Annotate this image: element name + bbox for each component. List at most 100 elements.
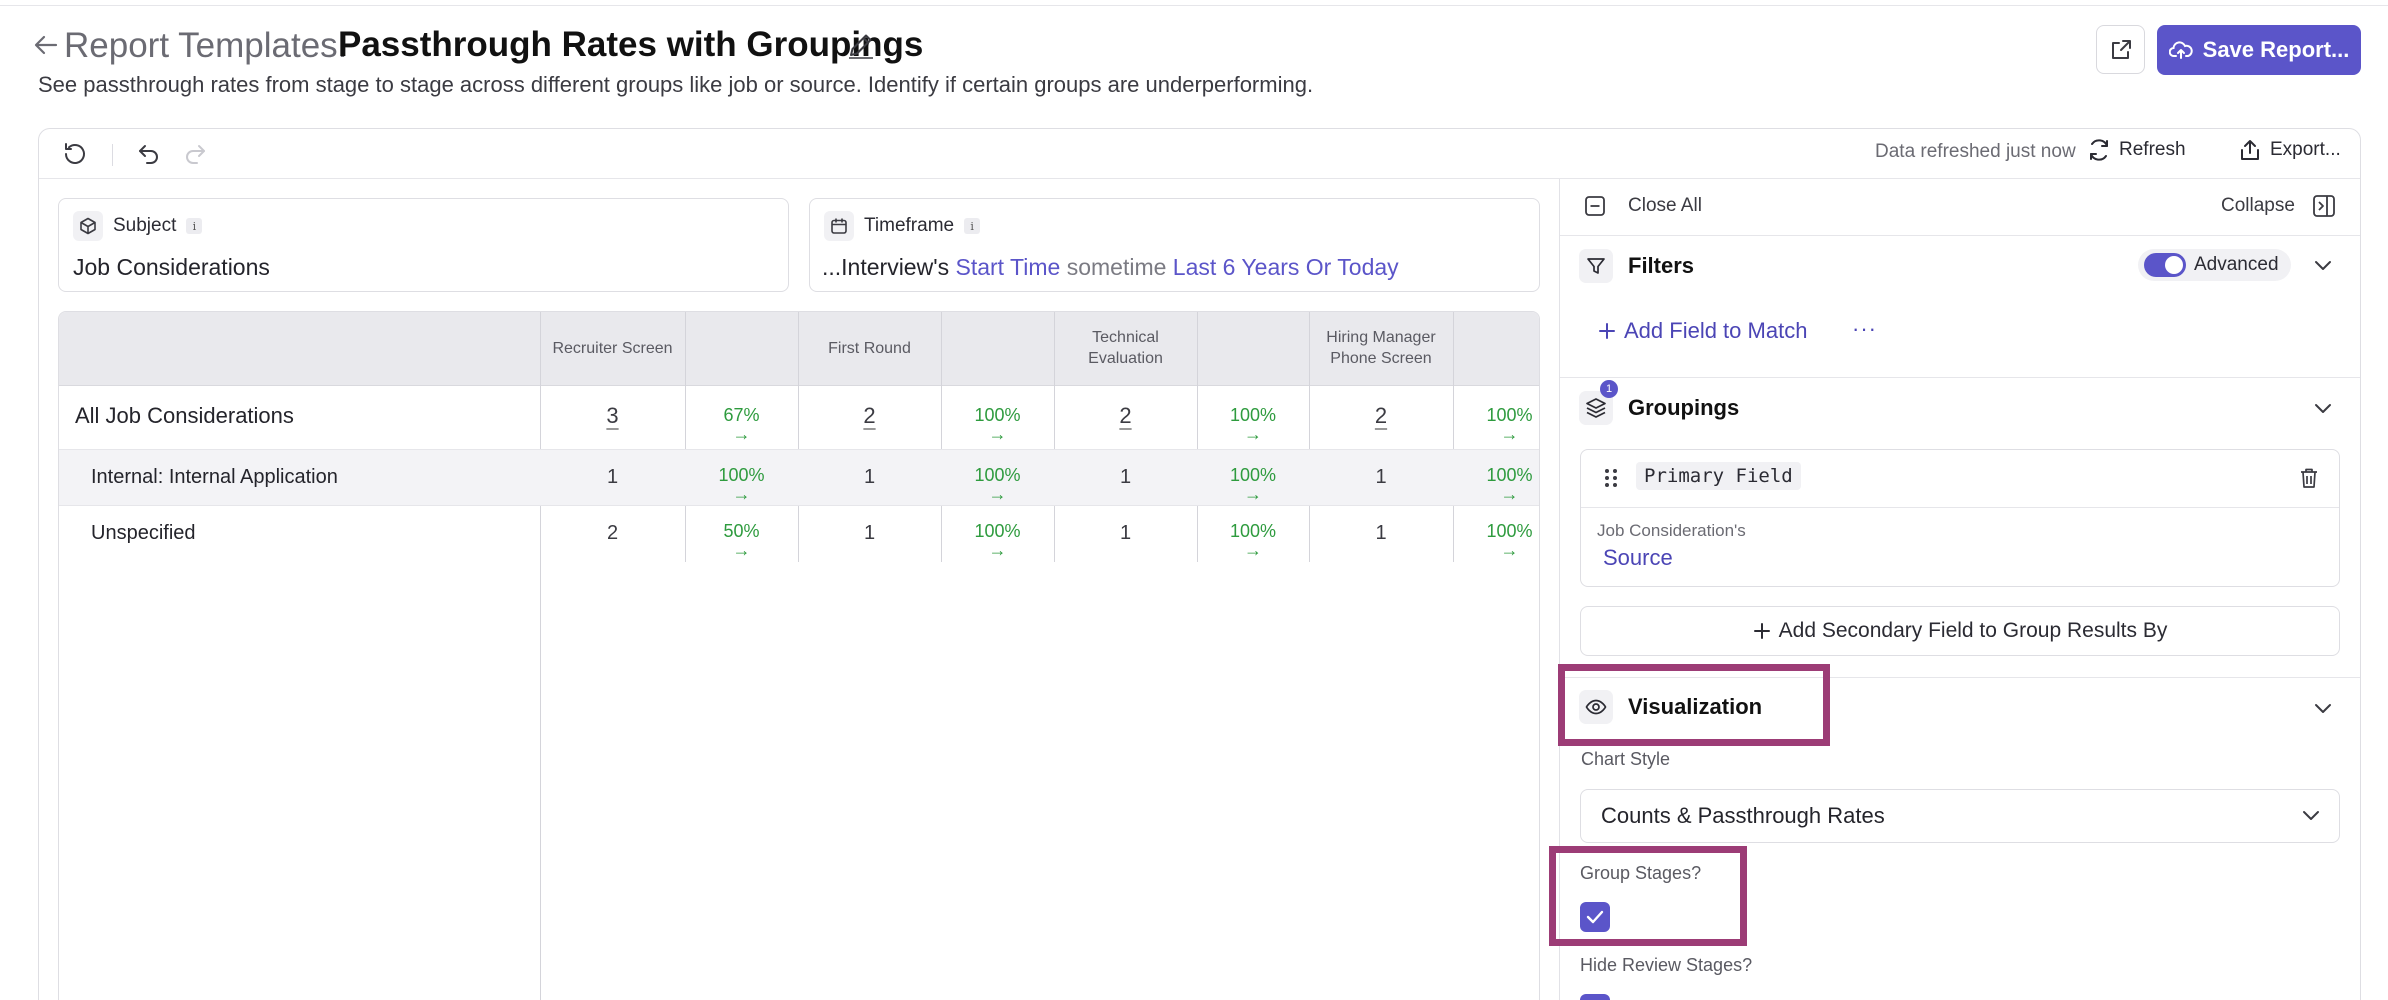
chevron-down-icon[interactable] — [2313, 401, 2333, 420]
arrow-icon: → — [988, 423, 1007, 444]
chart-style-label: Chart Style — [1581, 749, 1671, 769]
count-cell[interactable]: 2 — [1119, 403, 1132, 428]
open-external-button[interactable] — [2096, 25, 2145, 74]
count-cell[interactable]: 1 — [863, 522, 876, 544]
export-button[interactable]: Export... — [2238, 138, 2341, 162]
hide-review-stages-checkbox[interactable] — [1580, 994, 1610, 1000]
timeframe-label: Timeframe — [864, 215, 955, 236]
passthrough-table: Recruiter Screen First Round Technical E… — [58, 311, 1540, 1000]
chart-style-select[interactable]: Counts & Passthrough Rates — [1580, 789, 2340, 843]
chevron-down-icon[interactable] — [2313, 701, 2333, 720]
breadcrumb[interactable]: Report Templates: — [64, 26, 348, 65]
group-stages-checkbox[interactable] — [1580, 902, 1610, 932]
toggle-switch[interactable] — [2144, 253, 2186, 277]
visualization-section-title[interactable]: Visualization — [1628, 694, 1763, 719]
rate-value: 100% — [1486, 465, 1533, 485]
collapse-panel-icon[interactable] — [2312, 194, 2336, 223]
collapse-button[interactable]: Collapse — [2221, 195, 2295, 216]
arrow-icon: → — [1500, 539, 1519, 560]
eye-icon — [1579, 690, 1613, 724]
trash-icon[interactable] — [2299, 467, 2319, 494]
save-report-button[interactable]: Save Report... — [2157, 25, 2361, 75]
column-header[interactable]: Hiring Manager Phone Screen — [1326, 329, 1436, 367]
rate-value: 100% — [974, 521, 1021, 541]
arrow-icon: → — [732, 539, 751, 560]
subject-picker[interactable]: Subject i Job Considerations — [58, 198, 789, 292]
grouping-field-label: Job Consideration's — [1597, 521, 1746, 540]
table-row[interactable]: Internal: Internal Application 1 1 1 1 1… — [59, 450, 1539, 506]
rate-cell: 100% → — [1197, 466, 1309, 504]
grouping-field-value[interactable]: Source — [1603, 545, 1673, 570]
info-icon[interactable]: i — [186, 218, 203, 234]
redo-icon[interactable] — [180, 139, 210, 169]
count-cell[interactable]: 1 — [1119, 522, 1132, 544]
arrow-icon: → — [732, 423, 751, 444]
rate-value: 67% — [723, 405, 760, 425]
table-row[interactable]: All Job Considerations 3 2 2 2 67% → 100%… — [59, 386, 1539, 450]
toolbar-separator — [112, 144, 113, 166]
count-cell[interactable]: 1 — [1375, 466, 1387, 488]
add-secondary-field-button[interactable]: Add Secondary Field to Group Results By — [1580, 606, 2340, 656]
count-cell[interactable]: 1 — [1119, 466, 1132, 488]
page-title: Passthrough Rates with Groupings — [338, 25, 924, 64]
close-all-button[interactable]: Close All — [1628, 195, 1702, 216]
column-header[interactable]: Technical Evaluation — [1088, 329, 1163, 367]
arrow-icon: → — [1244, 423, 1262, 444]
count-cell[interactable]: 1 — [1375, 522, 1387, 544]
groupings-section-title[interactable]: Groupings — [1628, 395, 1740, 420]
refresh-button[interactable]: Refresh — [2087, 138, 2186, 162]
info-icon[interactable]: i — [964, 218, 981, 234]
edit-pencil-icon[interactable] — [846, 30, 876, 65]
count-cell[interactable]: 2 — [1374, 403, 1388, 428]
rate-cell: 100% → — [941, 466, 1054, 504]
timeframe-operator[interactable]: sometime — [1066, 254, 1167, 280]
filters-section-title[interactable]: Filters — [1628, 253, 1695, 278]
column-divider — [1054, 312, 1055, 562]
visualization-highlight — [1558, 664, 1830, 746]
subject-value: Job Considerations — [73, 254, 270, 280]
back-arrow-icon[interactable] — [34, 30, 58, 64]
timeframe-range[interactable]: Last 6 Years Or Today — [1172, 254, 1399, 280]
arrow-icon: → — [988, 539, 1007, 560]
calendar-icon — [824, 211, 854, 241]
rate-value: 100% — [1229, 521, 1277, 541]
column-header[interactable]: First Round — [828, 339, 911, 357]
external-link-icon — [2111, 39, 2131, 59]
row-label: Internal: Internal Application — [91, 466, 338, 488]
advanced-toggle[interactable]: Advanced — [2138, 249, 2291, 281]
drag-handle-icon[interactable] — [1604, 468, 1618, 493]
column-divider — [1197, 312, 1198, 562]
table-row[interactable]: Unspecified 2 1 1 1 50% → 100% → 100% → 100… — [59, 506, 1539, 562]
rate-value: 100% — [974, 405, 1021, 425]
primary-grouping-card — [1580, 449, 2340, 587]
rate-value: 100% — [974, 465, 1021, 485]
count-cell[interactable]: 1 — [606, 466, 619, 488]
filter-icon — [1579, 249, 1613, 283]
chevron-down-icon[interactable] — [2313, 258, 2333, 277]
count-cell[interactable]: 2 — [606, 522, 619, 544]
add-field-to-match-button[interactable]: Add Field to Match — [1598, 318, 1807, 344]
rate-cell: 100% → — [941, 522, 1054, 560]
timeframe-field[interactable]: Start Time — [955, 254, 1061, 280]
count-cell[interactable]: 3 — [606, 403, 619, 428]
undo-icon[interactable] — [134, 139, 164, 169]
timeframe-value: ...Interview's Start Time sometime Last … — [822, 254, 1399, 281]
column-divider — [1309, 312, 1310, 562]
count-cell[interactable]: 2 — [863, 403, 876, 428]
cube-icon — [73, 211, 103, 241]
count-cell[interactable]: 1 — [863, 466, 876, 488]
timeframe-prefix: ...Interview's — [822, 254, 950, 280]
reset-icon[interactable] — [60, 139, 90, 169]
plus-icon — [1599, 323, 1615, 339]
more-options-button[interactable]: ··· — [1852, 316, 1877, 341]
share-icon — [2241, 140, 2259, 160]
rate-cell: 100% → — [1197, 406, 1309, 444]
close-all-icon[interactable] — [1584, 195, 1606, 222]
refresh-icon — [2090, 139, 2108, 161]
top-border — [0, 0, 2388, 6]
arrow-icon: → — [1244, 483, 1262, 504]
column-header[interactable]: Recruiter Screen — [552, 339, 673, 357]
export-label: Export... — [2270, 139, 2341, 160]
timeframe-picker[interactable]: Timeframe i ...Interview's Start Time so… — [809, 198, 1540, 292]
rate-value: 100% — [1486, 521, 1533, 541]
